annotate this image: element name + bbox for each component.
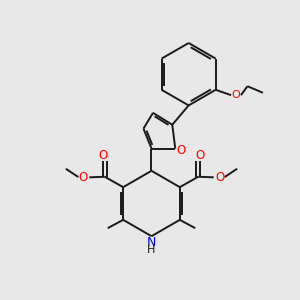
Text: O: O xyxy=(195,149,204,162)
Text: O: O xyxy=(176,143,185,157)
Text: O: O xyxy=(215,170,224,184)
Text: O: O xyxy=(232,90,241,100)
Text: H: H xyxy=(147,245,156,255)
Text: O: O xyxy=(79,170,88,184)
Text: O: O xyxy=(99,149,108,162)
Text: N: N xyxy=(147,236,156,249)
